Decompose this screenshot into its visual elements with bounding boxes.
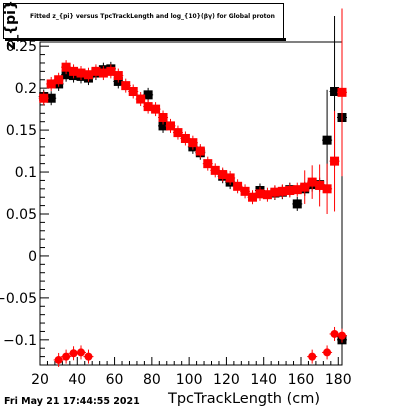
x-axis-title: TpcTrackLength (cm) [168,391,321,407]
data-point [62,352,71,361]
series-1 [38,8,347,367]
data-point [46,79,56,89]
data-point [292,199,302,209]
data-point [323,348,332,357]
data-point [308,352,317,361]
data-point [84,352,93,361]
data-point [330,329,339,338]
data-point [233,181,243,191]
data-point [277,186,287,196]
y-tick-label: 0.2 [15,81,37,97]
y-tick-label: −0.1 [3,333,37,349]
data-point [330,156,340,166]
x-tick-label: 100 [176,372,203,388]
x-tick-label: 180 [325,372,352,388]
data-point [165,121,175,131]
data-point [338,331,346,340]
data-point [255,189,265,199]
data-point [225,173,235,183]
data-point [77,348,86,357]
data-point [143,90,153,100]
x-tick-label: 160 [288,372,315,388]
data-point [180,133,190,143]
data-point [292,185,302,195]
data-point [315,180,325,190]
data-point [240,186,250,196]
x-tick-label: 80 [143,372,161,388]
title-box-shadow [5,38,286,41]
y-tick-label: 0.25 [6,39,37,55]
series-0 [38,15,347,347]
y-tick-label: −0.05 [0,291,37,307]
data-point [121,81,131,91]
timestamp-label: Fri May 21 17:44:55 2021 [4,396,140,407]
data-point [270,187,280,197]
data-point [46,93,56,103]
data-point [54,355,63,364]
data-point [83,70,93,80]
data-point [248,192,258,202]
data-point [98,68,108,78]
chart-title: Fitted z_{pi} versus TpcTrackLength and … [30,13,275,20]
data-point [69,66,79,76]
y-tick-label: 0.15 [6,123,37,139]
data-point [262,190,272,200]
x-tick-label: 60 [106,372,124,388]
y-tick-label: 0.1 [15,165,37,181]
data-point [158,121,168,131]
axis-ticks-layer: 20 40 60 80 100 120 140 160 180 −0.1 −0.05 0 0.05 0.1… [0,39,352,388]
data-point [195,146,205,156]
data-point [330,86,340,96]
data-point [69,349,78,358]
data-point [322,184,332,194]
data-point [337,87,347,97]
y-axis-title: z_{pi} [3,0,19,50]
data-point [300,182,310,192]
title-box [3,3,284,39]
data-point [158,113,168,123]
data-point [54,75,64,85]
data-point [285,185,295,195]
y-tick-label: 0.05 [6,207,37,223]
data-point [113,71,123,81]
data-point [322,135,332,145]
data-point [39,93,49,103]
x-tick-label: 40 [68,372,86,388]
data-point [128,86,138,96]
data-point [61,62,71,72]
x-tick-label: 120 [213,372,240,388]
data-point [61,70,71,80]
data-point [188,138,198,148]
data-point [76,68,86,78]
data-point [173,128,183,138]
data-point [218,170,228,180]
data-marks-layer [38,8,347,367]
y-tick-label: 0 [28,249,37,265]
x-tick-label: 140 [250,372,277,388]
data-point [143,102,153,112]
data-point [307,177,317,187]
x-tick-label: 20 [31,372,49,388]
data-point [91,66,101,76]
data-point [210,165,220,175]
data-point [106,66,116,76]
data-point [203,159,213,169]
data-point [151,104,161,114]
data-point [136,94,146,104]
